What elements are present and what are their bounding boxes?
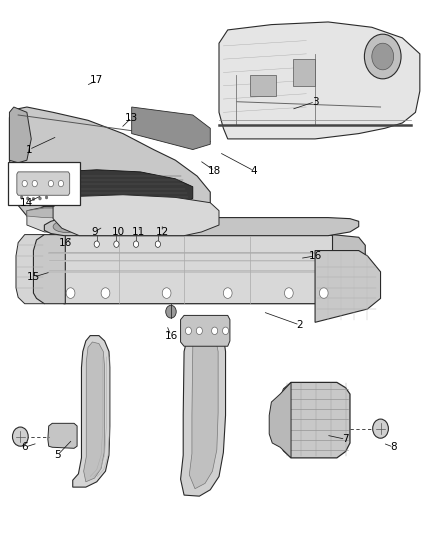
Circle shape	[285, 288, 293, 298]
Text: 4: 4	[251, 166, 257, 176]
Circle shape	[364, 34, 401, 79]
Polygon shape	[332, 235, 365, 304]
Circle shape	[101, 288, 110, 298]
Text: 9: 9	[91, 227, 98, 237]
Circle shape	[32, 180, 37, 187]
Polygon shape	[73, 336, 110, 487]
Polygon shape	[48, 423, 77, 448]
Text: 13: 13	[125, 112, 138, 123]
Circle shape	[26, 197, 29, 200]
Circle shape	[39, 197, 41, 200]
Polygon shape	[27, 207, 188, 220]
Polygon shape	[27, 207, 201, 235]
Circle shape	[223, 288, 232, 298]
Circle shape	[12, 427, 28, 446]
Text: 2: 2	[297, 320, 303, 330]
Text: 3: 3	[312, 96, 318, 107]
Circle shape	[196, 327, 202, 335]
Text: 16: 16	[59, 238, 72, 247]
Polygon shape	[219, 22, 420, 139]
Circle shape	[32, 197, 35, 200]
Circle shape	[48, 180, 53, 187]
Polygon shape	[180, 316, 230, 346]
Polygon shape	[10, 107, 210, 237]
Text: 18: 18	[208, 166, 221, 176]
Text: 7: 7	[343, 434, 349, 445]
Polygon shape	[53, 195, 219, 236]
Circle shape	[45, 196, 48, 199]
Ellipse shape	[53, 221, 79, 232]
Polygon shape	[315, 251, 381, 322]
Polygon shape	[189, 332, 218, 489]
Polygon shape	[180, 322, 226, 496]
Circle shape	[166, 305, 176, 318]
Text: 16: 16	[308, 251, 321, 261]
Circle shape	[94, 241, 99, 247]
Text: 17: 17	[90, 76, 103, 85]
Circle shape	[223, 327, 229, 335]
Circle shape	[373, 419, 389, 438]
Polygon shape	[17, 172, 70, 195]
Polygon shape	[10, 107, 31, 163]
Polygon shape	[84, 342, 105, 482]
Circle shape	[58, 180, 64, 187]
Circle shape	[162, 288, 171, 298]
Bar	[293, 59, 315, 86]
Circle shape	[372, 43, 394, 70]
Polygon shape	[269, 382, 291, 458]
Circle shape	[22, 180, 27, 187]
Polygon shape	[33, 235, 65, 304]
Circle shape	[134, 241, 139, 247]
Polygon shape	[44, 217, 359, 236]
Text: 14: 14	[20, 198, 34, 208]
Polygon shape	[22, 169, 193, 214]
FancyBboxPatch shape	[8, 162, 80, 205]
Text: 8: 8	[390, 442, 397, 452]
Text: 11: 11	[131, 227, 145, 237]
Circle shape	[114, 241, 119, 247]
Circle shape	[155, 241, 160, 247]
Circle shape	[20, 196, 23, 199]
Circle shape	[319, 288, 328, 298]
Polygon shape	[44, 235, 359, 304]
Text: 15: 15	[27, 272, 40, 282]
Text: 12: 12	[155, 227, 169, 237]
Polygon shape	[16, 235, 44, 304]
Text: 1: 1	[26, 144, 32, 155]
Polygon shape	[280, 382, 350, 458]
Circle shape	[212, 327, 218, 335]
Text: 6: 6	[21, 442, 28, 452]
Circle shape	[66, 288, 75, 298]
Polygon shape	[132, 107, 210, 150]
Circle shape	[185, 327, 191, 335]
Text: 16: 16	[164, 330, 177, 341]
Text: 5: 5	[54, 450, 61, 460]
Text: 10: 10	[112, 227, 125, 237]
Bar	[250, 75, 276, 96]
